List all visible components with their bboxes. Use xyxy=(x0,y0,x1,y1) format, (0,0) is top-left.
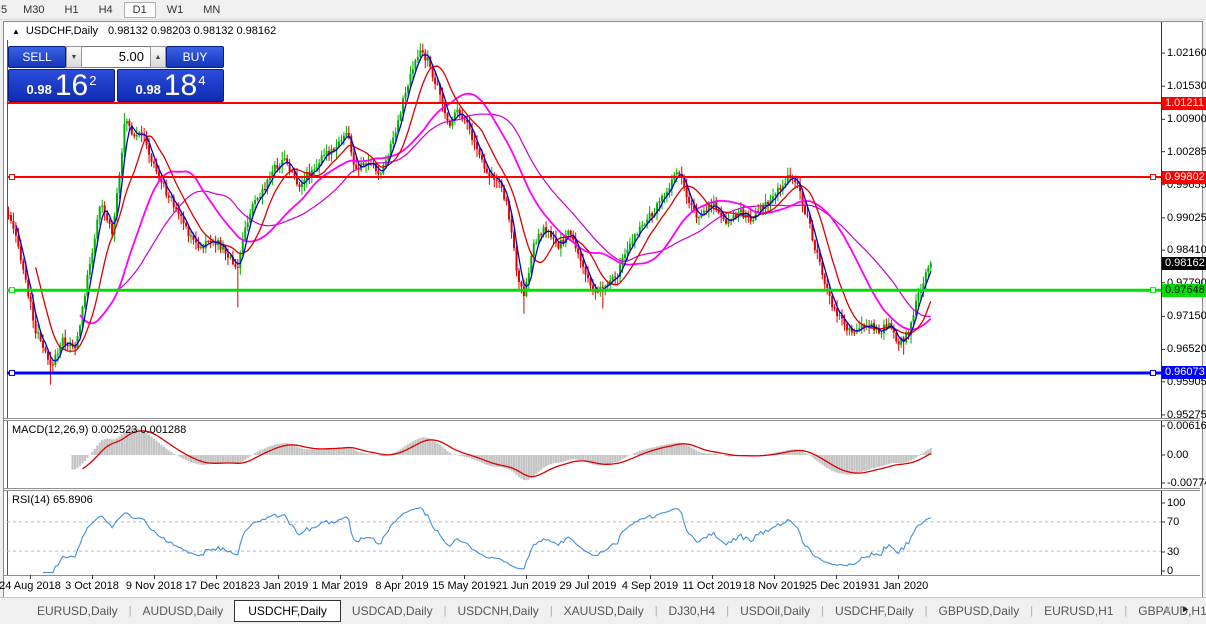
chart-tab-9[interactable]: GBPUSD,Daily xyxy=(938,604,1020,618)
volume-input[interactable]: 5.00 xyxy=(82,46,150,68)
chart-tab-6[interactable]: DJ30,H4 xyxy=(668,604,716,618)
tab-scroll-left-icon[interactable]: ◄ xyxy=(1162,604,1182,614)
timeframe-button-d1[interactable]: D1 xyxy=(123,1,156,18)
sell-price-button[interactable]: 0.98 16 2 xyxy=(8,69,115,102)
tab-separator: | xyxy=(924,605,928,617)
timeframe-button-m30[interactable]: M30 xyxy=(23,3,45,16)
tab-separator: | xyxy=(726,605,730,617)
chart-window: ▲ USDCHF,Daily 0.98132 0.98203 0.98132 0… xyxy=(0,21,1206,598)
one-click-trade-panel: SELL ▼ 5.00 ▲ BUY 0.98 16 2 0.98 18 4 xyxy=(8,46,224,102)
tab-separator: | xyxy=(654,605,658,617)
chart-canvas[interactable] xyxy=(4,22,1200,595)
chart-tab-5[interactable]: XAUUSD,Daily xyxy=(563,604,644,618)
chart-tab-7[interactable]: USDOil,Daily xyxy=(740,604,811,618)
timeframe-button-mn[interactable]: MN xyxy=(203,3,221,16)
sell-button[interactable]: SELL xyxy=(8,46,66,68)
chart-symbol-label: USDCHF,Daily xyxy=(25,25,99,37)
timeframe-button-h4[interactable]: H4 xyxy=(98,3,113,16)
buy-price-big: 18 xyxy=(163,69,198,102)
sell-price-pip: 2 xyxy=(89,73,97,88)
volume-increase-button[interactable]: ▲ xyxy=(150,46,166,68)
buy-price-prefix: 0.98 xyxy=(135,82,161,97)
chart-tab-8[interactable]: USDCHF,Daily xyxy=(834,604,914,618)
chart-tab-4[interactable]: USDCNH,Daily xyxy=(457,604,539,618)
tab-scroll-arrows: ◄► xyxy=(1162,604,1200,614)
chart-tab-1[interactable]: AUDUSD,Daily xyxy=(142,604,224,618)
tab-separator: | xyxy=(443,605,447,617)
chart-tab-0[interactable]: EURUSD,Daily xyxy=(37,604,118,618)
buy-price-pip: 4 xyxy=(198,73,206,88)
buy-price-button[interactable]: 0.98 18 4 xyxy=(117,69,224,102)
chart-tab-3[interactable]: USDCAD,Daily xyxy=(351,604,433,618)
chart-ohlc-values: 0.98132 0.98203 0.98132 0.98162 xyxy=(108,25,277,37)
sell-price-big: 16 xyxy=(54,69,89,102)
tab-scroll-right-icon[interactable]: ► xyxy=(1181,604,1200,614)
buy-button[interactable]: BUY xyxy=(166,46,224,68)
volume-decrease-button[interactable]: ▼ xyxy=(66,46,82,68)
tab-separator: | xyxy=(128,605,132,617)
chart-tab-11[interactable]: GBPAUD,H1 xyxy=(1138,604,1206,618)
timeframe-toolbar: 5 M30 H1 H4 D1 W1 MN xyxy=(0,0,1206,20)
timeframe-button-h1[interactable]: H1 xyxy=(64,3,79,16)
chart-tab-10[interactable]: EURUSD,H1 xyxy=(1044,604,1114,618)
chart-tab-bar: EURUSD,Daily | AUDUSD,Daily USDCHF,Daily USD… xyxy=(0,597,1206,624)
timeframe-button-w1[interactable]: W1 xyxy=(166,3,184,16)
sell-price-prefix: 0.98 xyxy=(26,82,52,97)
timeframe-button-5[interactable]: 5 xyxy=(1,3,8,16)
collapse-icon[interactable]: ▲ xyxy=(12,26,20,36)
chart-tab-2[interactable]: USDCHF,Daily xyxy=(234,600,341,622)
chart-title: ▲ USDCHF,Daily 0.98132 0.98203 0.98132 0… xyxy=(4,22,1202,40)
tab-separator: | xyxy=(549,605,553,617)
tab-separator: | xyxy=(1124,605,1128,617)
tab-separator: | xyxy=(1030,605,1034,617)
tab-separator: | xyxy=(821,605,824,617)
